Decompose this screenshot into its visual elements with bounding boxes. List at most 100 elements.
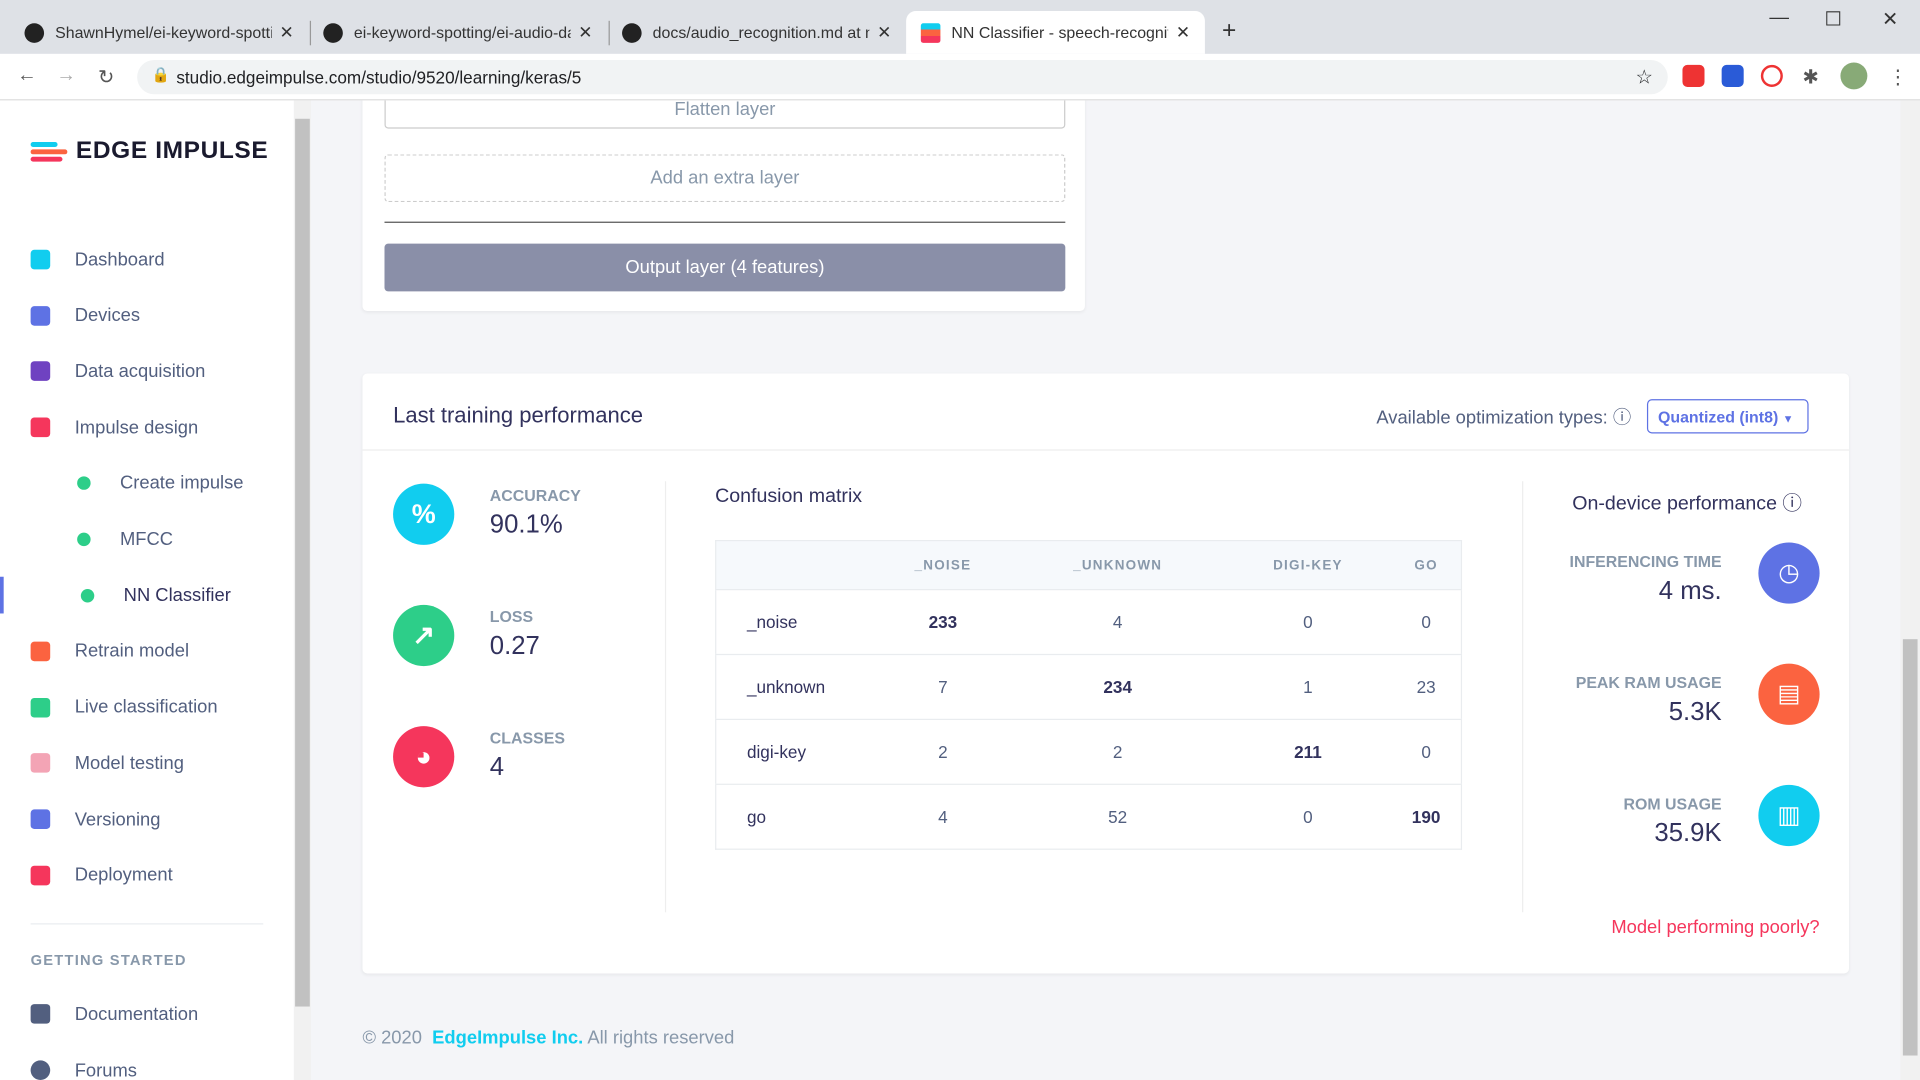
sidebar-item-forums[interactable]: Forums [0,1052,294,1080]
new-tab-button[interactable]: + [1222,17,1237,45]
device-metric: PEAK RAM USAGE 5.3K ▤ [1538,663,1820,746]
chat-icon [30,1060,51,1080]
column-header: _UNKNOWN [1010,540,1225,590]
output-layer: Output layer (4 features) [384,243,1066,292]
chart-line-icon: ↗ [393,604,455,667]
maximize-button[interactable]: ☐ [1824,9,1843,31]
cell: 52 [1010,783,1225,850]
nav-icon [30,753,51,774]
cell: 4 [874,783,1011,850]
cell: 7 [874,653,1011,720]
cell: 211 [1224,718,1392,785]
percent-icon: % [393,483,455,545]
confusion-matrix: _NOISE _UNKNOWN DIGI-KEY GO _noise 233 4 0 0 _unk… [715,540,1463,850]
flatten-layer[interactable]: Flatten layer [384,100,1066,129]
sidebar-item-dashboard[interactable]: Dashboard [0,241,294,278]
help-icon[interactable]: ⓘ [1782,493,1803,515]
footer: © 2020 EdgeImpulse Inc. All rights reser… [362,1027,735,1049]
sidebar-item-devices[interactable]: Devices [0,297,294,334]
nav-icon [30,305,51,326]
nav-icon [30,361,51,382]
section-getting-started: GETTING STARTED [30,951,187,969]
sidebar-item-nn-classifier[interactable]: NN Classifier [0,576,294,614]
add-layer-button[interactable]: Add an extra layer [384,154,1066,203]
reload-icon[interactable]: ↻ [97,67,115,89]
cell: 190 [1391,783,1462,850]
url-input[interactable]: 🔒 studio.edgeimpulse.com/studio/9520/lear… [137,60,1668,95]
cell: 1 [1224,653,1392,720]
row-label: digi-key [715,718,875,785]
tab-github-3[interactable]: docs/audio_recognition.md at m ✕ [607,11,906,54]
sidebar-item-versioning[interactable]: Versioning [0,801,294,838]
card-title: Last training performance [393,402,643,428]
sidebar-item-create-impulse[interactable]: Create impulse [0,465,294,502]
sidebar-item-live-classification[interactable]: Live classification [0,689,294,726]
sidebar-item-model-testing[interactable]: Model testing [0,745,294,782]
nav-icon [30,249,51,270]
close-window-button[interactable]: ✕ [1882,9,1899,31]
sidebar-item-impulse-design[interactable]: Impulse design [0,409,294,446]
optimization-select[interactable]: Quantized (int8) ▼ [1646,399,1809,434]
metric-loss: ↗ Loss 0.27 [393,604,662,678]
tab-nn-classifier[interactable]: NN Classifier - speech-recognition✕ [906,11,1205,54]
star-icon[interactable]: ☆ [1635,67,1654,89]
main-content: Flatten layer Add an extra layer Output … [311,100,1900,1080]
nav-icon [30,697,51,718]
cell: 0 [1391,718,1462,785]
nav-icon [30,809,51,829]
avatar[interactable] [1840,62,1868,90]
book-icon [30,1004,51,1024]
puzzle-icon[interactable]: ✱ [1802,67,1819,89]
github-icon [24,22,45,43]
pie-chart-icon: ◕ [393,726,455,788]
status-dot-icon [77,476,91,491]
forward-icon[interactable]: → [56,64,76,86]
nav-icon [30,641,51,662]
logo[interactable]: EDGE IMPULSE [30,137,269,165]
sidebar-item-deployment[interactable]: Deployment [0,857,294,894]
metric-classes: ◕ Classes 4 [393,726,662,799]
confusion-matrix-title: Confusion matrix [715,486,863,507]
cell: 234 [1010,653,1225,720]
sidebar-item-mfcc[interactable]: MFCC [0,521,294,558]
edge-impulse-icon [920,22,941,43]
page-scrollbar[interactable] [1900,100,1920,1080]
row-label: _unknown [715,653,875,720]
address-bar: ← → ↻ 🔒 studio.edgeimpulse.com/studio/952… [0,53,1920,101]
extension-icon[interactable] [1760,64,1783,87]
company-link[interactable]: EdgeImpulse Inc. [432,1027,584,1049]
sidebar-item-data-acquisition[interactable]: Data acquisition [0,353,294,390]
table-row: _noise 233 4 0 0 [715,588,1462,655]
metric-accuracy: % Accuracy 90.1% [393,483,662,557]
caret-down-icon: ▼ [1782,412,1794,425]
cell: 0 [1224,588,1392,655]
column-header: GO [1391,540,1462,590]
close-icon[interactable]: ✕ [1175,22,1191,42]
help-icon[interactable]: ⓘ [1612,407,1632,429]
menu-icon[interactable]: ⋮ [1888,67,1908,89]
tab-github-2[interactable]: ei-keyword-spotting/ei-audio-da ✕ [309,11,608,54]
minimize-button[interactable]: — [1769,7,1789,29]
sidebar-scrollbar[interactable] [293,100,312,1080]
back-icon[interactable]: ← [17,64,37,86]
sidebar-item-documentation[interactable]: Documentation [0,996,294,1033]
extension-icon[interactable] [1721,64,1744,87]
nav-icon [30,865,51,885]
close-icon[interactable]: ✕ [877,22,892,42]
sidebar-item-retrain-model[interactable]: Retrain model [0,633,294,670]
status-dot-icon [80,588,95,603]
device-metric: ROM USAGE 35.9K ▥ [1538,784,1820,868]
cell: 0 [1391,588,1462,655]
extension-icon[interactable] [1682,64,1705,87]
column-header: DIGI-KEY [1224,540,1392,590]
cell: 23 [1391,653,1462,720]
sidebar: EDGE IMPULSE Dashboard Devices Data acquis… [0,100,294,1080]
tab-github-1[interactable]: ShawnHymel/ei-keyword-spotting ✕ [10,11,309,54]
close-icon[interactable]: ✕ [279,22,294,42]
close-icon[interactable]: ✕ [578,22,593,42]
model-performing-poorly-link[interactable]: Model performing poorly? [1611,917,1820,938]
memory-icon: ▤ [1758,663,1820,725]
status-dot-icon [77,532,91,547]
cell: 0 [1224,783,1392,850]
table-row: go 4 52 0 190 [715,783,1462,850]
